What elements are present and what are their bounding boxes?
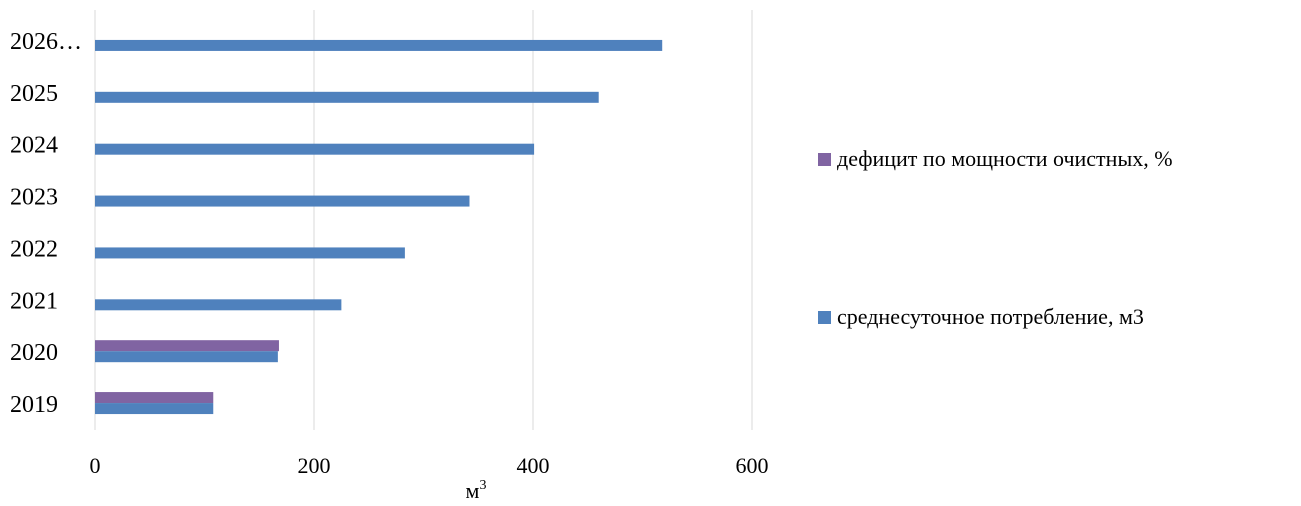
bar-consumption-2026 [95, 40, 662, 51]
legend-label-deficit: дефицит по мощности очистных, % [837, 146, 1173, 172]
bar-consumption-2024 [95, 144, 534, 155]
bar-consumption-2023 [95, 196, 469, 207]
x-axis-title-superscript: 3 [479, 478, 486, 493]
bar-consumption-2019 [95, 403, 213, 414]
bar-deficit-2020 [95, 340, 279, 351]
y-tick-label-2020: 2020 [10, 340, 58, 366]
y-axis-labels: 2019 2020 2021 2022 2023 2024 2025 2026… [10, 29, 82, 418]
y-tick-label-2022: 2022 [10, 236, 58, 262]
legend-swatch-consumption [818, 311, 831, 324]
legend-swatch-deficit [818, 153, 831, 166]
x-tick-label-200: 200 [298, 453, 331, 478]
legend-label-consumption: среднесуточное потребление, м3 [837, 304, 1144, 330]
bar-deficit-2019 [95, 392, 213, 403]
y-tick-label-2025: 2025 [10, 81, 58, 107]
bar-consumption-2020 [95, 351, 278, 362]
y-tick-label-2019: 2019 [10, 392, 58, 418]
x-tick-label-600: 600 [736, 453, 769, 478]
legend-item-consumption: среднесуточное потребление, м3 [818, 304, 1144, 330]
x-axis-tick-labels: 0 200 400 600 [90, 453, 769, 478]
bar-consumption-2025 [95, 92, 599, 103]
y-tick-label-2024: 2024 [10, 133, 58, 159]
x-axis-title: м3 [466, 478, 487, 501]
bar-consumption-2022 [95, 247, 405, 258]
y-tick-label-2021: 2021 [10, 288, 58, 314]
bar-consumption-2021 [95, 299, 341, 310]
legend-item-deficit: дефицит по мощности очистных, % [818, 146, 1173, 172]
y-tick-label-2026: 2026… [10, 29, 82, 55]
bars [95, 40, 662, 414]
x-tick-label-400: 400 [517, 453, 550, 478]
x-tick-label-0: 0 [90, 453, 101, 478]
y-tick-label-2023: 2023 [10, 185, 58, 211]
x-axis-title-text: м [466, 478, 480, 501]
grid [95, 10, 752, 430]
